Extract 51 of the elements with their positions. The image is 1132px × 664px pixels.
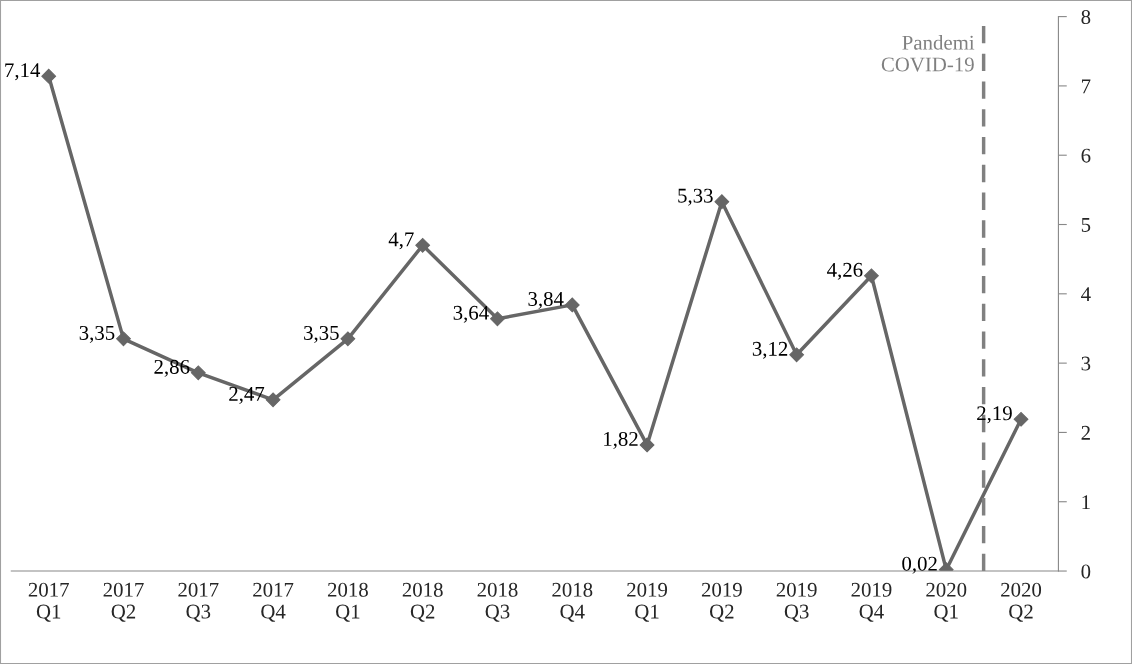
x-tick-label: 2020 Q2 <box>1001 582 1042 622</box>
data-label: 3,64 <box>453 305 489 323</box>
data-label: 4,26 <box>827 262 863 280</box>
y-tick-label: 4 <box>1081 287 1091 302</box>
data-label: 3,12 <box>752 341 788 359</box>
data-label: 4,7 <box>388 232 414 250</box>
data-label: 5,33 <box>678 188 713 206</box>
x-tick-label: 2019 Q2 <box>701 582 742 622</box>
x-tick-label: 2020 Q1 <box>926 582 967 622</box>
x-tick-label: 2017 Q2 <box>103 582 144 622</box>
point <box>789 347 805 363</box>
data-label: 3,35 <box>79 325 115 343</box>
x-tick-label: 2017 Q3 <box>178 582 219 622</box>
y-tick-label: 0 <box>1081 564 1091 579</box>
y-tick-label: 7 <box>1082 79 1091 94</box>
point <box>41 68 57 84</box>
y-tick-label: 8 <box>1081 9 1091 25</box>
data-label: 2,47 <box>229 386 265 404</box>
x-tick-label: 2019 Q3 <box>776 582 817 622</box>
data-label: 7,14 <box>5 63 41 81</box>
y-tick-label: 6 <box>1081 148 1091 163</box>
point <box>714 194 730 210</box>
annotation: Pandemi COVID-19 <box>881 35 975 72</box>
x-tick-label: 2018 Q3 <box>477 582 518 622</box>
y-tick-label: 3 <box>1081 356 1091 371</box>
x-tick-label: 2018 Q1 <box>327 582 368 622</box>
data-label: 2,19 <box>977 406 1012 424</box>
x-tick-label: 2018 Q4 <box>552 582 593 622</box>
point <box>340 331 356 347</box>
point <box>116 331 131 347</box>
point <box>490 311 505 327</box>
data-label: 0,02 <box>902 556 937 574</box>
point <box>265 392 281 408</box>
y-tick-label: 2 <box>1081 425 1090 440</box>
x-tick-label: 2019 Q4 <box>851 582 892 622</box>
point <box>864 268 879 284</box>
x-tick-label: 2019 Q1 <box>627 582 668 622</box>
y-tick-label: 1 <box>1082 495 1090 509</box>
x-tick-label: 2017 Q1 <box>28 582 69 622</box>
point <box>1013 411 1029 427</box>
y-tick-label: 5 <box>1081 218 1091 232</box>
point <box>639 437 655 453</box>
point <box>564 297 580 313</box>
data-label: 1,82 <box>604 431 638 449</box>
x-tick-label: 2018 Q2 <box>402 582 443 622</box>
data-label: 3,84 <box>528 291 564 309</box>
point <box>190 365 206 381</box>
point <box>415 237 431 253</box>
data-label: 3,35 <box>304 325 339 343</box>
data-label: 2,86 <box>154 359 190 377</box>
x-tick-label: 2017 Q4 <box>253 582 294 622</box>
